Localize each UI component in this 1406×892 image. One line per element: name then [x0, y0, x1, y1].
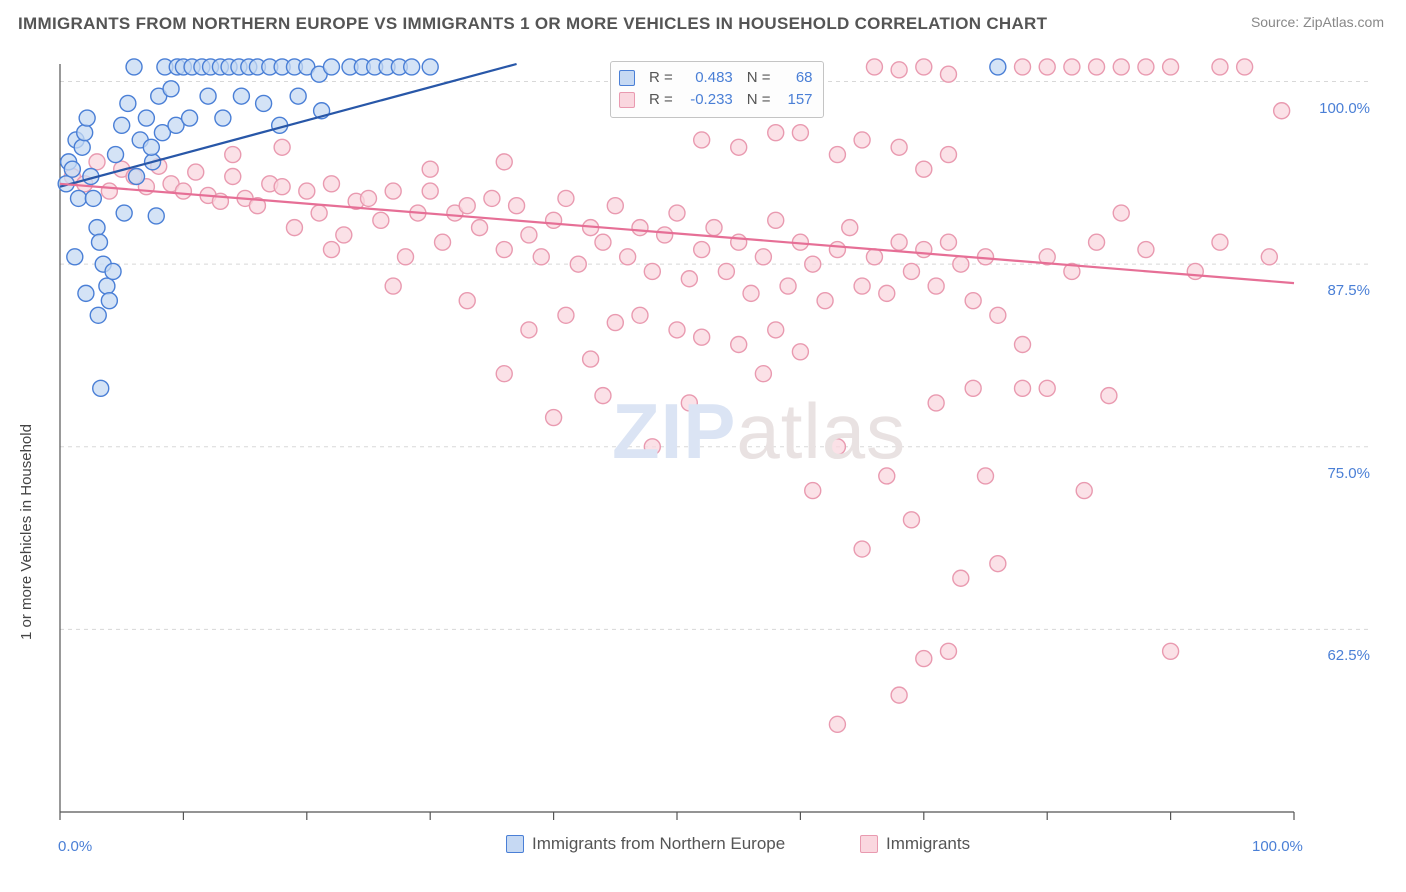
bottom-legend-item: Immigrants from Northern Europe: [506, 834, 785, 854]
y-axis-label: 1 or more Vehicles in Household: [18, 424, 35, 640]
correlation-legend: R =0.483N =68R =-0.233N =157: [610, 61, 824, 118]
bottom-legend-item: Immigrants: [860, 834, 970, 854]
legend-row: R =0.483N =68: [619, 67, 813, 89]
y-tick-label: 62.5%: [1300, 647, 1370, 664]
x-min-label: 0.0%: [58, 838, 92, 855]
plot-area: ZIPatlas R =0.483N =68R =-0.233N =157 62…: [52, 56, 1372, 826]
y-tick-label: 100.0%: [1300, 100, 1370, 117]
legend-swatch: [506, 835, 524, 853]
chart-source: Source: ZipAtlas.com: [1251, 14, 1384, 30]
x-max-label: 100.0%: [1252, 838, 1303, 855]
legend-label: Immigrants from Northern Europe: [532, 834, 785, 854]
y-tick-label: 87.5%: [1300, 282, 1370, 299]
legend-row: R =-0.233N =157: [619, 89, 813, 111]
scatter-svg: [52, 56, 1372, 826]
chart-title: IMMIGRANTS FROM NORTHERN EUROPE VS IMMIG…: [18, 14, 1047, 34]
legend-swatch: [619, 92, 635, 108]
legend-swatch: [619, 70, 635, 86]
legend-swatch: [860, 835, 878, 853]
y-tick-label: 75.0%: [1300, 465, 1370, 482]
legend-label: Immigrants: [886, 834, 970, 854]
